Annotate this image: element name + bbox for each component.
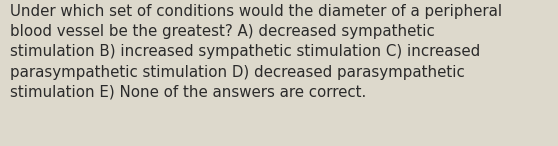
Text: Under which set of conditions would the diameter of a peripheral
blood vessel be: Under which set of conditions would the … xyxy=(10,4,502,100)
